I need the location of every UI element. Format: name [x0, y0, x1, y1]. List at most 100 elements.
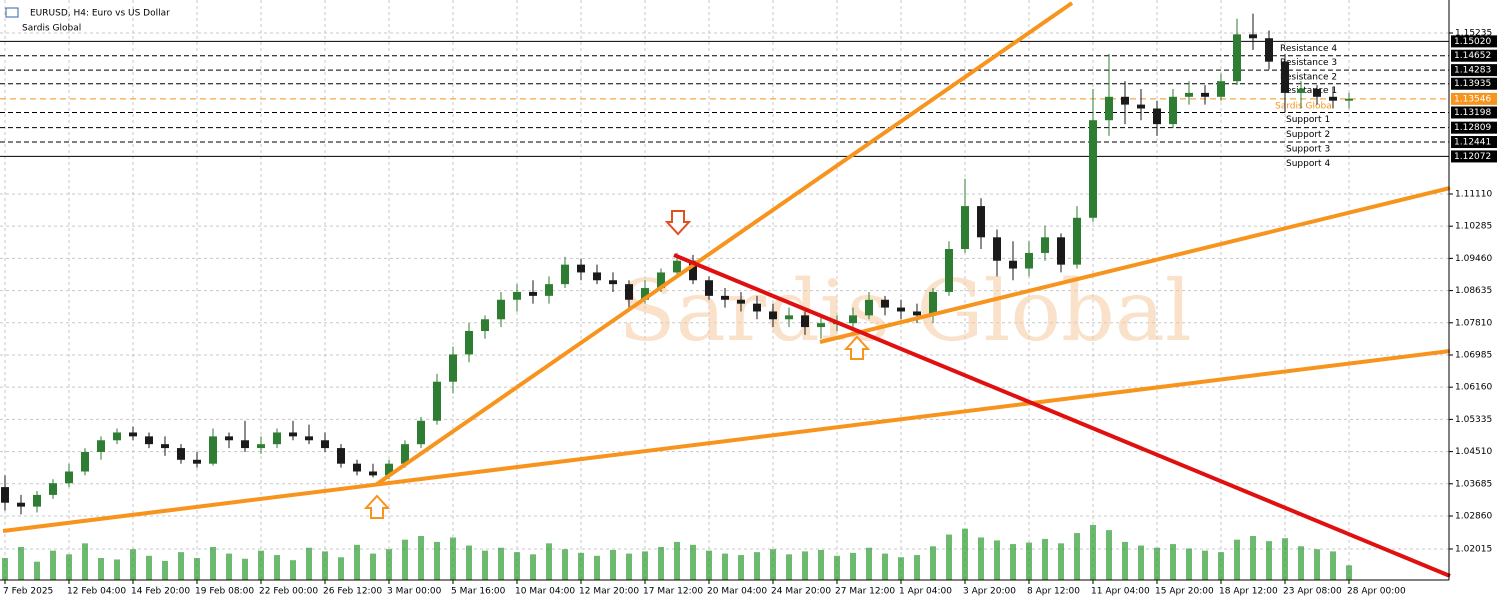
- volume-bar: [514, 552, 520, 580]
- x-tick-label: 3 Apr 20:00: [963, 587, 1016, 597]
- level-price-box: [1451, 77, 1497, 90]
- volume-bar: [738, 555, 744, 580]
- volume-bar: [98, 558, 104, 580]
- volume-bar: [50, 550, 56, 580]
- candle-body: [1009, 260, 1017, 269]
- volume-bar: [1298, 546, 1304, 580]
- volume-bar: [482, 550, 488, 580]
- candle-body: [705, 280, 713, 296]
- candle-body: [513, 291, 521, 300]
- volume-bar: [402, 539, 408, 580]
- volume-bar: [1202, 550, 1208, 580]
- candle-body: [1, 487, 9, 503]
- candle-body: [1249, 34, 1257, 39]
- candle-body: [1025, 252, 1033, 269]
- level-price-box: [1451, 106, 1497, 119]
- volume-bar: [786, 554, 792, 580]
- volume-bar: [322, 551, 328, 580]
- candles: [1, 13, 1353, 515]
- volume-bar: [1042, 538, 1048, 580]
- volume-bar: [802, 551, 808, 580]
- volume-bar: [594, 555, 600, 580]
- candle-body: [641, 288, 649, 300]
- candle-body: [785, 315, 793, 320]
- volume-bar: [658, 547, 664, 580]
- candle-body: [897, 307, 905, 312]
- x-tick-label: 8 Apr 12:00: [1027, 587, 1080, 597]
- candle-body: [945, 249, 953, 292]
- candle-body: [849, 315, 857, 324]
- volume-bar: [882, 553, 888, 580]
- axes: 1.15235 1.11110 1.10285 1.09460 1.08635 1.078…: [3, 28, 1492, 596]
- candle-body: [769, 311, 777, 320]
- candle-body: [225, 436, 233, 441]
- x-tick-label: 1 Apr 04:00: [899, 587, 952, 597]
- x-tick-label: 14 Feb 20:00: [131, 587, 190, 597]
- volume-bar: [274, 555, 280, 580]
- candle-body: [545, 284, 553, 296]
- level-price-label: 1.14652: [1454, 51, 1491, 61]
- x-tick-label: 5 Mar 16:00: [451, 587, 506, 597]
- volume-bar: [306, 547, 312, 580]
- candle-body: [609, 280, 617, 285]
- volume-bar: [114, 559, 120, 580]
- volume-bar: [34, 561, 40, 580]
- candle-body: [1313, 88, 1321, 97]
- trend-line: [673, 253, 1451, 578]
- volume-bar: [850, 552, 856, 580]
- candle-body: [337, 448, 345, 464]
- volume-bar: [226, 553, 232, 580]
- x-tick-label: 26 Feb 12:00: [323, 587, 382, 597]
- y-tick-label: 1.07810: [1455, 318, 1492, 328]
- candle-body: [1265, 38, 1273, 62]
- x-tick-label: 12 Feb 04:00: [67, 587, 126, 597]
- candle-body: [273, 432, 281, 445]
- chart-icon: [5, 7, 19, 18]
- volume-bar: [370, 553, 376, 580]
- candle-body: [913, 311, 921, 316]
- candle-body: [241, 440, 249, 449]
- candle-body: [49, 483, 57, 495]
- volume-bar: [578, 552, 584, 580]
- volume-bar: [914, 555, 920, 580]
- candle-body: [1233, 34, 1241, 82]
- level-price-label: 1.14283: [1454, 66, 1491, 76]
- candle-body: [209, 436, 217, 464]
- candle-body: [801, 315, 809, 328]
- volume-bar: [1266, 541, 1272, 580]
- volume: [2, 525, 1352, 580]
- volume-bar: [434, 541, 440, 580]
- candle-body: [353, 463, 361, 472]
- volume-bar: [178, 552, 184, 580]
- candle-body: [1073, 217, 1081, 265]
- candle-body: [433, 381, 441, 421]
- candle-body: [1345, 98, 1353, 101]
- level-name: Resistance 4: [1280, 44, 1337, 54]
- candle-body: [321, 440, 329, 449]
- y-tick-label: 1.10285: [1455, 222, 1492, 232]
- y-tick-label: 1.09460: [1455, 254, 1492, 264]
- level-name: Support 2: [1286, 130, 1330, 140]
- y-tick-label: 1.06985: [1455, 350, 1492, 360]
- candle-body: [593, 272, 601, 281]
- level-price-label: 1.12072: [1454, 152, 1491, 162]
- candle-body: [1169, 96, 1177, 125]
- volume-bar: [1170, 544, 1176, 580]
- candle-body: [1329, 96, 1337, 101]
- candle-body: [465, 330, 473, 355]
- volume-bar: [66, 554, 72, 580]
- x-tick-label: 3 Mar 00:00: [387, 587, 442, 597]
- candle-body: [657, 272, 665, 289]
- chart-title: EURUSD, H4: Euro vs US Dollar: [30, 9, 170, 19]
- candle-body: [161, 444, 169, 449]
- x-tick-label: 24 Mar 20:00: [771, 587, 831, 597]
- level-price-box: [1451, 136, 1497, 149]
- volume-bar: [1346, 565, 1352, 580]
- candle-body: [193, 459, 201, 464]
- level-price-label: 1.13935: [1454, 79, 1491, 89]
- volume-bar: [1154, 547, 1160, 580]
- candle-body: [1121, 96, 1129, 105]
- volume-bar: [546, 543, 552, 580]
- volume-bar: [1106, 530, 1112, 580]
- trend-lines: [2, 1, 1451, 578]
